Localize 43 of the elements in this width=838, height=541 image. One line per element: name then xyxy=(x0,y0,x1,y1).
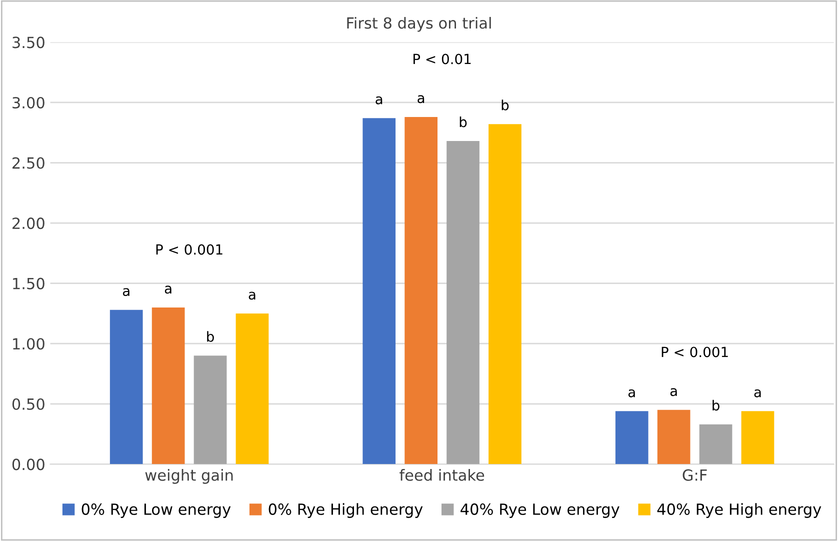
data-label: a xyxy=(628,389,635,398)
data-label: b xyxy=(712,400,720,411)
legend-label: 40% Rye High energy xyxy=(657,503,822,518)
chart-title: First 8 days on trial xyxy=(347,16,491,32)
bar xyxy=(446,141,480,464)
data-label: b xyxy=(460,116,467,128)
x-tick-label: feed intake xyxy=(400,469,484,481)
y-tick-label: 0.00 xyxy=(12,458,44,470)
data-label: b xyxy=(502,100,509,110)
data-label: a xyxy=(376,96,382,104)
bar xyxy=(741,411,774,464)
bar xyxy=(236,313,269,464)
bar xyxy=(110,310,143,464)
legend-label: 0% Rye High energy xyxy=(268,503,423,518)
bar xyxy=(657,410,690,464)
y-tick-label: 1.00 xyxy=(13,338,44,350)
data-label: a xyxy=(754,389,761,398)
x-tick-label: G:F xyxy=(682,469,707,481)
bar xyxy=(488,124,522,464)
annotation: P < 0.01 xyxy=(414,54,471,64)
data-label: a xyxy=(248,292,256,300)
data-label: a xyxy=(670,388,677,396)
legend-label: 0% Rye Low energy xyxy=(82,503,231,518)
y-tick-label: 2.00 xyxy=(12,218,44,230)
x-tick-label: weight gain xyxy=(145,469,233,484)
bar xyxy=(699,424,732,464)
data-label: a xyxy=(164,286,172,294)
bar xyxy=(194,356,227,464)
y-tick-label: 2.50 xyxy=(12,157,44,169)
data-label: b xyxy=(207,331,214,342)
y-tick-label: 3.00 xyxy=(12,96,44,108)
annotation: P < 0.001 xyxy=(662,346,728,358)
y-tick-label: 3.50 xyxy=(12,36,44,48)
legend-label: 40% Rye Low energy xyxy=(460,503,620,518)
bar xyxy=(152,307,185,464)
data-label: a xyxy=(418,95,424,104)
y-tick-label: 1.50 xyxy=(13,278,44,290)
y-tick-label: 0.50 xyxy=(12,398,44,410)
bar xyxy=(404,116,438,464)
bar xyxy=(615,411,648,464)
data-label: a xyxy=(122,288,130,296)
bar xyxy=(362,118,396,464)
annotation: P < 0.001 xyxy=(156,244,222,255)
